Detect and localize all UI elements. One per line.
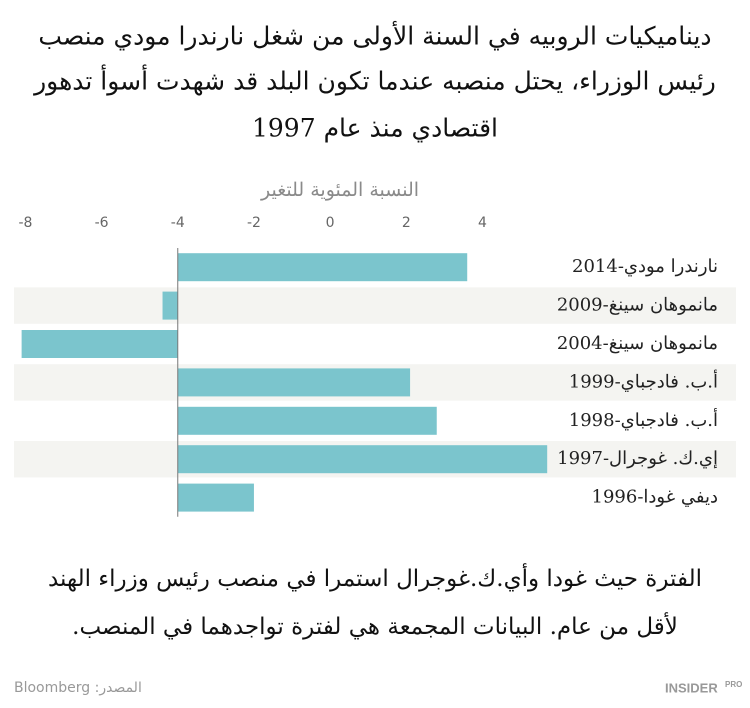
bar (162, 291, 178, 320)
x-tick-label: 0 (326, 215, 335, 231)
row-stripe (14, 287, 736, 324)
category-label: مانموهان سينغ-2004 (557, 333, 718, 354)
bar (177, 483, 254, 512)
x-tick-label: 2 (402, 215, 411, 231)
bar (177, 445, 548, 474)
category-label: إي.ك. غوجرال-1997 (557, 448, 718, 469)
category-label: مانموهان سينغ-2009 (557, 295, 718, 316)
chart-title: ديناميكيات الروبيه في السنة الأولى من شغ… (38, 20, 711, 52)
logo: INSIDER (665, 680, 718, 695)
bar (21, 330, 178, 358)
bar (177, 368, 411, 397)
logo: PRO (725, 680, 742, 689)
bar (177, 406, 437, 435)
x-tick-label: 4 (478, 215, 487, 231)
axis-title: النسبة المئوية للتغير (260, 179, 419, 201)
category-label: أ.ب. فادجباي-1998 (569, 408, 718, 431)
bar (177, 253, 468, 282)
source: المصدر: Bloomberg (14, 680, 142, 696)
chart-title: رئيس الوزراء، يحتل منصبه عندما تكون البل… (32, 64, 716, 97)
category-label: نارندرا مودي-2014 (572, 256, 718, 277)
category-label: ديفي غودا-1996 (592, 487, 718, 508)
x-tick-label: -4 (171, 215, 185, 231)
note: لأقل من عام. البيانات المجمعة هي لفترة ت… (72, 612, 678, 640)
x-tick-label: -2 (247, 215, 261, 231)
x-tick-label: -6 (95, 215, 109, 231)
chart-title: اقتصادي منذ عام 1997 (252, 114, 498, 143)
x-tick-label: -8 (18, 215, 32, 231)
note: الفترة حيث غودا وأي.ك.غوجرال استمرا في م… (48, 563, 702, 592)
category-label: أ.ب. فادجباي-1999 (569, 369, 718, 392)
